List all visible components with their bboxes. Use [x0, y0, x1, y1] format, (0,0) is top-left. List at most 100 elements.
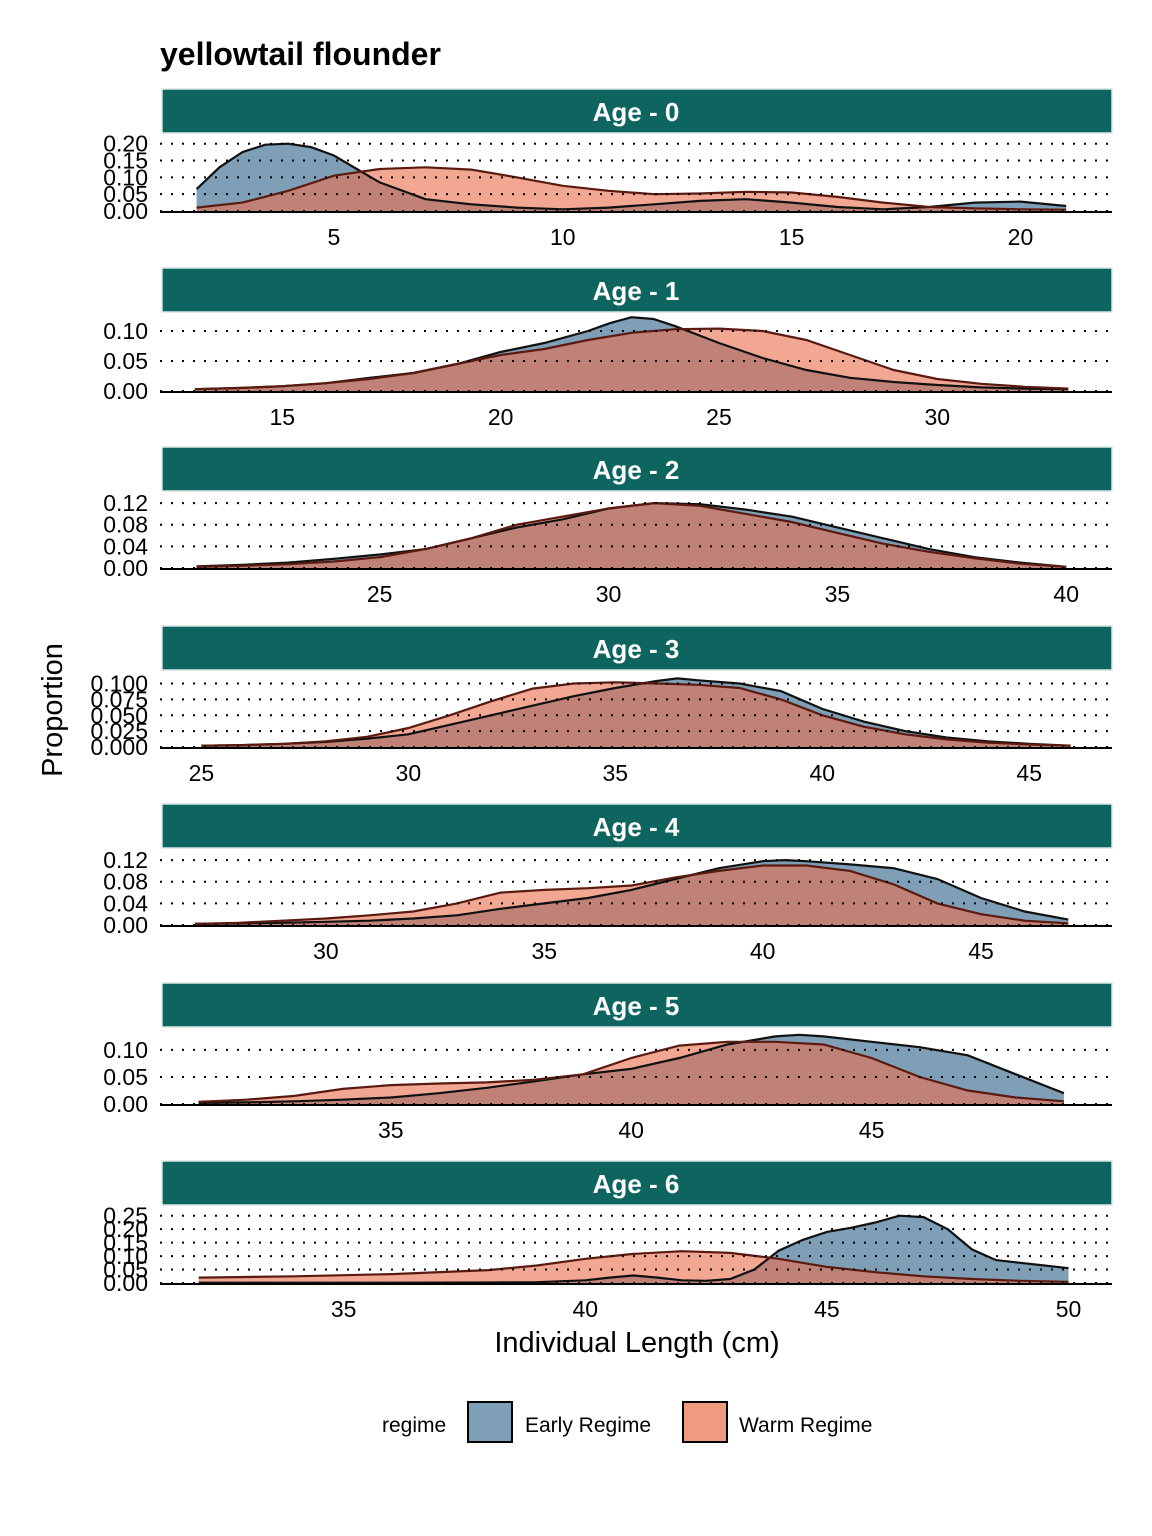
x-axis-title: Individual Length (cm)	[494, 1327, 779, 1359]
x-tick-label: 50	[1056, 1296, 1082, 1322]
y-tick-label: 0.05	[103, 181, 148, 207]
density-area-warm-regime	[198, 1251, 1069, 1283]
x-tick-label: 25	[367, 581, 393, 607]
x-tick-label: 30	[596, 581, 622, 607]
x-tick-label: 30	[925, 404, 951, 430]
legend-key-warm-regime	[682, 1401, 728, 1443]
density-line-early-regime	[198, 1214, 1069, 1284]
density-line-warm-regime	[198, 1250, 1069, 1283]
legend-key-early-regime	[467, 1401, 513, 1443]
facet-strip-label: Age - 5	[593, 991, 680, 1021]
y-tick-label: 0.00	[103, 555, 148, 581]
x-tick-label: 20	[488, 404, 514, 430]
y-tick-label: 0.15	[103, 148, 148, 174]
density-line-early-regime	[201, 677, 1071, 747]
x-tick-label: 25	[189, 760, 215, 786]
x-tick-label: 30	[396, 760, 422, 786]
y-tick-label: 0.10	[103, 1037, 148, 1063]
x-tick-label: 10	[550, 224, 576, 250]
y-tick-label: 0.10	[103, 1243, 148, 1269]
y-tick-label: 0.00	[103, 1270, 148, 1296]
x-tick-label: 20	[1008, 224, 1034, 250]
density-line-warm-regime	[201, 681, 1071, 747]
y-tick-label: 0.05	[103, 1064, 148, 1090]
legend: regime Early Regime Warm Regime	[382, 1401, 872, 1443]
x-tick-label: 15	[269, 404, 295, 430]
y-tick-label: 0.10	[103, 318, 148, 344]
x-tick-label: 40	[618, 1117, 644, 1143]
y-tick-label: 0.000	[90, 734, 148, 760]
y-axis-title: Proportion	[37, 643, 69, 777]
facet-strip	[161, 267, 1113, 313]
panel-age-5: Age - 5 0.000.050.10 35 40 45	[103, 982, 1113, 1143]
y-tick-label: 0.075	[90, 686, 148, 712]
y-tick-label: 0.15	[103, 1230, 148, 1256]
x-tick-label: 40	[572, 1296, 598, 1322]
y-tick-label: 0.00	[103, 1091, 148, 1117]
y-tick-label: 0.08	[103, 869, 148, 895]
density-area-warm-regime	[198, 1041, 1064, 1104]
x-tick-label: 35	[531, 938, 557, 964]
density-line-early-regime	[195, 142, 1067, 211]
facet-strip	[161, 88, 1113, 134]
x-tick-label: 45	[814, 1296, 840, 1322]
density-line-early-regime	[194, 858, 1069, 925]
chart-title: yellowtail flounder	[160, 36, 441, 72]
panel-age-4: Age - 4 0.000.040.080.12 30 35 40 45	[103, 803, 1113, 964]
x-tick-label: 15	[779, 224, 805, 250]
panel-age-1: Age - 1 0.00 0.05 0.10 15 20 25 30	[103, 267, 1113, 430]
facet-strip	[161, 446, 1113, 492]
facet-strip-label: Age - 0	[593, 97, 680, 127]
panel-age-2: Age - 2 0.000.040.080.12 25 30 35 40	[103, 446, 1113, 607]
x-tick-label: 5	[328, 224, 341, 250]
x-tick-label: 35	[825, 581, 851, 607]
y-tick-label: 0.25	[103, 1203, 148, 1229]
x-tick-label: 40	[1053, 581, 1079, 607]
y-tick-label: 0.025	[90, 718, 148, 744]
facet-strip	[161, 803, 1113, 849]
y-tick-label: 0.12	[103, 847, 148, 873]
density-area-warm-regime	[194, 328, 1069, 391]
panel-age-6: Age - 6 0.000.050.100.150.200.25 35 40 45 50	[103, 1160, 1113, 1322]
y-tick-label: 0.10	[103, 164, 148, 190]
y-tick-label: 0.20	[103, 1216, 148, 1242]
x-tick-label: 45	[859, 1117, 885, 1143]
y-tick-label: 0.050	[90, 702, 148, 728]
x-tick-label: 40	[809, 760, 835, 786]
x-tick-label: 35	[331, 1296, 357, 1322]
facet-strip	[161, 982, 1113, 1028]
density-line-warm-regime	[194, 864, 1069, 925]
density-line-warm-regime	[194, 327, 1069, 391]
y-tick-label: 0.00	[103, 378, 148, 404]
facet-strip-label: Age - 4	[593, 812, 680, 842]
density-line-warm-regime	[196, 501, 1067, 568]
x-tick-label: 30	[313, 938, 339, 964]
density-area-warm-regime	[196, 503, 1067, 568]
facet-strip-label: Age - 1	[593, 276, 680, 306]
density-line-warm-regime	[196, 166, 1067, 211]
y-tick-label: 0.00	[103, 912, 148, 938]
facet-strip	[161, 625, 1113, 671]
y-tick-label: 0.04	[103, 533, 148, 559]
x-tick-label: 45	[968, 938, 994, 964]
x-tick-label: 40	[750, 938, 776, 964]
facet-strip-label: Age - 6	[593, 1169, 680, 1199]
facet-strip-label: Age - 2	[593, 455, 680, 485]
y-tick-label: 0.05	[103, 1257, 148, 1283]
facet-strip-label: Age - 3	[593, 634, 680, 664]
y-tick-label: 0.00	[103, 198, 148, 224]
density-area-warm-regime	[194, 865, 1069, 925]
density-area-early-regime	[198, 1215, 1069, 1283]
x-tick-label: 25	[706, 404, 732, 430]
panel-age-0: Age - 0 0.000.050.100.150.20 5 10 15 20	[103, 88, 1113, 250]
y-tick-label: 0.08	[103, 512, 148, 538]
legend-label-warm-regime: Warm Regime	[739, 1414, 872, 1437]
x-tick-label: 35	[378, 1117, 404, 1143]
x-tick-label: 35	[603, 760, 629, 786]
y-tick-label: 0.12	[103, 490, 148, 516]
legend-title: regime	[382, 1414, 446, 1437]
facet-strip	[161, 1160, 1113, 1206]
legend-label-early-regime: Early Regime	[525, 1414, 651, 1437]
